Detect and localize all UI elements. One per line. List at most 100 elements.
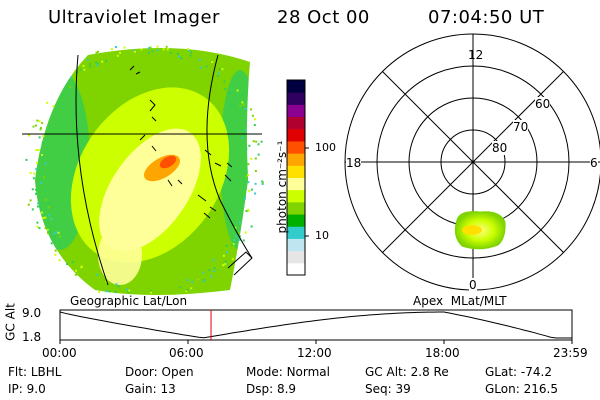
time-label: 07:04:50 UT (428, 7, 545, 28)
noise-pixel (47, 231, 49, 234)
noise-pixel (47, 214, 50, 217)
noise-pixel (162, 48, 165, 51)
noise-pixel (97, 50, 99, 53)
noise-pixel (37, 205, 39, 208)
edge-noise (25, 45, 264, 294)
noise-pixel (35, 188, 38, 191)
noise-pixel (38, 136, 41, 139)
noise-pixel (187, 48, 190, 50)
noise-pixel (140, 48, 143, 51)
mlt-label-0: 0 (469, 278, 477, 292)
noise-pixel (163, 289, 165, 291)
noise-pixel (197, 279, 199, 282)
noise-pixel (253, 124, 256, 126)
noise-pixel (230, 103, 232, 106)
noise-pixel (217, 72, 220, 75)
noise-pixel (37, 149, 40, 151)
noise-pixel (128, 289, 131, 292)
colorbar-swatch (287, 92, 305, 105)
longitude-line (206, 54, 253, 259)
noise-pixel (224, 263, 227, 266)
noise-pixel (225, 263, 228, 266)
noise-pixel (205, 65, 208, 68)
noise-pixel (86, 58, 89, 61)
info-glon: GLon: 216.5 (485, 382, 558, 396)
noise-pixel (245, 175, 248, 178)
colorbar-swatch (287, 262, 305, 276)
altitude-frame (59, 309, 573, 341)
altitude-xtick: 23:59 (553, 346, 588, 360)
mlt-label-18: 18 (346, 156, 362, 170)
noise-pixel (187, 49, 190, 52)
noise-pixel (25, 158, 28, 161)
noise-pixel (53, 242, 56, 245)
noise-pixel (31, 208, 34, 211)
noise-pixel (229, 91, 232, 94)
noise-pixel (54, 249, 57, 252)
noise-pixel (210, 275, 213, 278)
noise-pixel (111, 48, 113, 51)
noise-pixel (244, 197, 246, 200)
noise-pixel (249, 108, 252, 111)
coastline-fragments (129, 65, 233, 219)
colorbar-swatch (287, 201, 305, 215)
noise-pixel (254, 118, 256, 121)
noise-pixel (53, 232, 56, 235)
noise-pixel (37, 202, 40, 205)
noise-pixel (247, 174, 250, 177)
colorbar-tick-10: 10 (315, 229, 329, 242)
noise-pixel (35, 192, 37, 195)
noise-pixel (40, 207, 43, 210)
noise-pixel (38, 227, 41, 230)
noise-pixel (234, 226, 237, 229)
polar-plot (344, 33, 600, 291)
altitude-curve (59, 311, 572, 339)
noise-pixel (50, 242, 53, 245)
noise-pixel (44, 216, 47, 219)
noise-pixel (58, 235, 61, 238)
noise-pixel (254, 192, 257, 195)
noise-pixel (60, 245, 63, 248)
noise-pixel (81, 276, 84, 279)
noise-pixel (204, 71, 207, 74)
noise-pixel (261, 181, 264, 184)
noise-pixel (93, 55, 96, 58)
noise-pixel (227, 92, 230, 95)
noise-pixel (245, 147, 248, 150)
noise-pixel (247, 163, 250, 166)
noise-pixel (257, 143, 260, 146)
noise-pixel (43, 176, 46, 179)
noise-pixel (181, 54, 184, 57)
noise-pixel (41, 122, 44, 125)
noise-pixel (250, 225, 253, 228)
mlat-label-80: 80 (492, 141, 508, 155)
noise-pixel (126, 288, 129, 291)
noise-pixel (116, 54, 119, 57)
noise-pixel (208, 269, 211, 271)
noise-pixel (123, 46, 126, 49)
noise-pixel (149, 46, 152, 49)
noise-pixel (257, 153, 260, 156)
noise-pixel (36, 225, 39, 228)
noise-pixel (202, 271, 205, 274)
noise-pixel (239, 104, 242, 107)
noise-pixel (218, 68, 221, 71)
noise-pixel (216, 75, 219, 78)
noise-pixel (96, 62, 99, 65)
noise-pixel (96, 64, 99, 67)
noise-pixel (46, 101, 49, 104)
noise-pixel (235, 235, 238, 238)
noise-pixel (104, 288, 107, 291)
colorbar (286, 79, 309, 276)
noise-pixel (247, 181, 250, 184)
noise-pixel (242, 239, 245, 242)
noise-pixel (121, 50, 124, 53)
noise-pixel (58, 105, 61, 108)
noise-pixel (245, 168, 248, 171)
colorbar-tick-100: 100 (315, 141, 336, 154)
noise-pixel (252, 140, 255, 143)
noise-pixel (82, 64, 85, 67)
noise-pixel (180, 57, 183, 60)
